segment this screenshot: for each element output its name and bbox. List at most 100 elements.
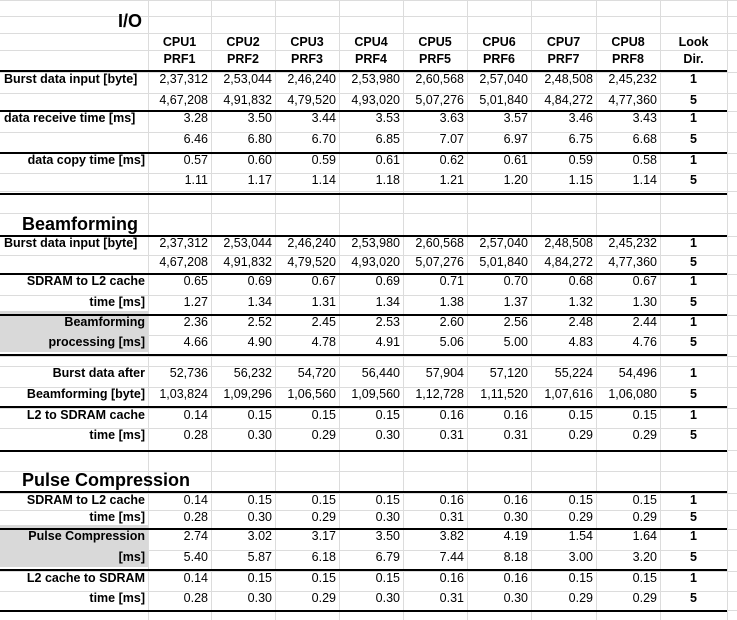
cell-value: 3.02 [247, 529, 272, 543]
cell-value: 4,79,520 [287, 255, 336, 269]
gridline-horizontal [0, 0, 737, 1]
column-header: CPU2 [226, 35, 260, 49]
gridline-vertical [211, 0, 212, 620]
row-separator [0, 450, 727, 452]
cell-value: 0.57 [183, 153, 208, 167]
row-separator [0, 273, 727, 275]
cell-value: 0.29 [632, 510, 657, 524]
cell-value: 2,57,040 [479, 72, 528, 86]
cell-value: 2.45 [311, 315, 336, 329]
gridline-horizontal [0, 16, 737, 17]
gridline-horizontal [0, 366, 737, 367]
cell-value: 4,93,020 [351, 255, 400, 269]
cell-value: 0.29 [311, 591, 336, 605]
gridline-vertical [531, 0, 532, 620]
cell-value: 1.21 [439, 173, 464, 187]
cell-value: 6.85 [375, 132, 400, 146]
cell-value: 2.48 [568, 315, 593, 329]
gridline-horizontal [0, 571, 737, 572]
cell-value: 0.14 [183, 571, 208, 585]
column-header-sub: PRF7 [547, 52, 580, 66]
cell-value: 3.28 [183, 111, 208, 125]
row-label: time [ms] [89, 428, 145, 442]
cell-value: 52,736 [169, 366, 208, 380]
cell-value: 0.15 [632, 493, 657, 507]
cell-value: 0.29 [568, 510, 593, 524]
cell-value: 1,06,080 [608, 387, 657, 401]
cell-value: 3.17 [311, 529, 336, 543]
column-header: CPU8 [611, 35, 645, 49]
look-direction-value: 5 [690, 387, 697, 401]
row-label: Burst data input [byte] [4, 72, 138, 86]
cell-value: 0.60 [247, 153, 272, 167]
cell-value: 0.30 [375, 591, 400, 605]
cell-value: 0.30 [247, 591, 272, 605]
cell-value: 1,11,520 [480, 387, 528, 401]
gridline-horizontal [0, 387, 737, 388]
cell-value: 2.53 [375, 315, 400, 329]
row-label: data receive time [ms] [4, 111, 136, 125]
cell-value: 0.61 [375, 153, 400, 167]
cell-value: 2,48,508 [544, 236, 593, 250]
look-direction-value: 5 [690, 428, 697, 442]
row-label: Burst data after [52, 366, 145, 380]
cell-value: 0.68 [568, 274, 593, 288]
cell-value: 57,904 [425, 366, 464, 380]
cell-value: 1.30 [632, 295, 657, 309]
cell-value: 0.15 [568, 493, 593, 507]
cell-value: 2.60 [439, 315, 464, 329]
cell-value: 0.61 [503, 153, 528, 167]
cell-value: 2,45,232 [608, 72, 657, 86]
look-direction-value: 1 [690, 408, 697, 422]
row-label: [ms] [118, 550, 145, 564]
column-header-sub: PRF6 [483, 52, 515, 66]
cell-value: 0.65 [183, 274, 208, 288]
cell-value: 1.32 [568, 295, 593, 309]
cell-value: 1,09,560 [351, 387, 400, 401]
row-separator [0, 528, 727, 530]
gridline-vertical [467, 0, 468, 620]
cell-value: 1,12,728 [415, 387, 464, 401]
cell-value: 0.29 [632, 591, 657, 605]
cell-value: 1.31 [311, 295, 336, 309]
cell-value: 0.15 [247, 571, 272, 585]
cell-value: 2,53,044 [223, 236, 272, 250]
cell-value: 1,07,616 [544, 387, 593, 401]
look-direction-value: 5 [690, 255, 697, 269]
row-label: Beamforming [byte] [26, 387, 145, 401]
cell-value: 0.15 [247, 408, 272, 422]
cell-value: 7.44 [439, 550, 464, 564]
cell-value: 6.18 [311, 550, 336, 564]
row-label: data copy time [ms] [27, 153, 145, 167]
gridline-horizontal [0, 173, 737, 174]
column-header: CPU5 [418, 35, 452, 49]
gridline-vertical [403, 0, 404, 620]
cell-value: 54,720 [297, 366, 336, 380]
cell-value: 0.71 [439, 274, 464, 288]
cell-value: 5,07,276 [415, 255, 464, 269]
cell-value: 0.30 [503, 510, 528, 524]
cell-value: 4,79,520 [287, 93, 336, 107]
column-header-sub: PRF5 [419, 52, 451, 66]
row-label: Pulse Compression [28, 529, 145, 543]
cell-value: 3.50 [247, 111, 272, 125]
section-title-pulse-compression: Pulse Compression [22, 470, 191, 490]
cell-value: 2,53,980 [351, 236, 400, 250]
cell-value: 0.58 [632, 153, 657, 167]
cell-value: 54,496 [618, 366, 657, 380]
cell-value: 0.29 [632, 428, 657, 442]
cell-value: 0.16 [503, 493, 528, 507]
shaded-label-cell [0, 525, 148, 567]
row-label: SDRAM to L2 cache [26, 493, 145, 507]
cell-value: 0.69 [375, 274, 400, 288]
column-header: CPU1 [162, 35, 197, 49]
cell-value: 0.16 [503, 571, 528, 585]
cell-value: 5.40 [183, 550, 208, 564]
cell-value: 4,84,272 [544, 93, 593, 107]
column-header: CPU6 [482, 35, 516, 49]
cell-value: 2.56 [503, 315, 528, 329]
row-label: time [ms] [89, 510, 145, 524]
cell-value: 0.15 [568, 571, 593, 585]
cell-value: 5.87 [247, 550, 272, 564]
